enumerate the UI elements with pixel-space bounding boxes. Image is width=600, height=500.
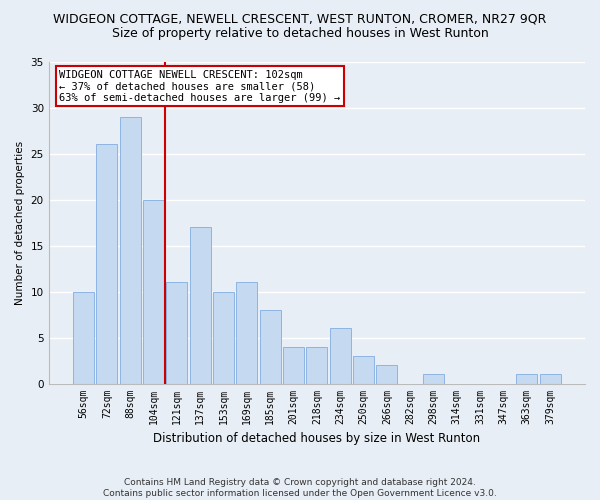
Text: Contains HM Land Registry data © Crown copyright and database right 2024.
Contai: Contains HM Land Registry data © Crown c…	[103, 478, 497, 498]
Text: Size of property relative to detached houses in West Runton: Size of property relative to detached ho…	[112, 28, 488, 40]
Bar	[73, 292, 94, 384]
Text: WIDGEON COTTAGE NEWELL CRESCENT: 102sqm
← 37% of detached houses are smaller (58: WIDGEON COTTAGE NEWELL CRESCENT: 102sqm …	[59, 70, 341, 103]
Bar	[143, 200, 164, 384]
Bar	[376, 365, 397, 384]
Bar	[539, 374, 560, 384]
Text: WIDGEON COTTAGE, NEWELL CRESCENT, WEST RUNTON, CROMER, NR27 9QR: WIDGEON COTTAGE, NEWELL CRESCENT, WEST R…	[53, 12, 547, 26]
Bar	[353, 356, 374, 384]
Bar	[307, 346, 328, 384]
Bar	[190, 227, 211, 384]
Bar	[260, 310, 281, 384]
Bar	[97, 144, 118, 384]
Bar	[213, 292, 234, 384]
X-axis label: Distribution of detached houses by size in West Runton: Distribution of detached houses by size …	[153, 432, 481, 445]
Bar	[120, 116, 140, 384]
Bar	[236, 282, 257, 384]
Y-axis label: Number of detached properties: Number of detached properties	[15, 140, 25, 304]
Bar	[166, 282, 187, 384]
Bar	[329, 328, 350, 384]
Bar	[516, 374, 537, 384]
Bar	[423, 374, 444, 384]
Bar	[283, 346, 304, 384]
